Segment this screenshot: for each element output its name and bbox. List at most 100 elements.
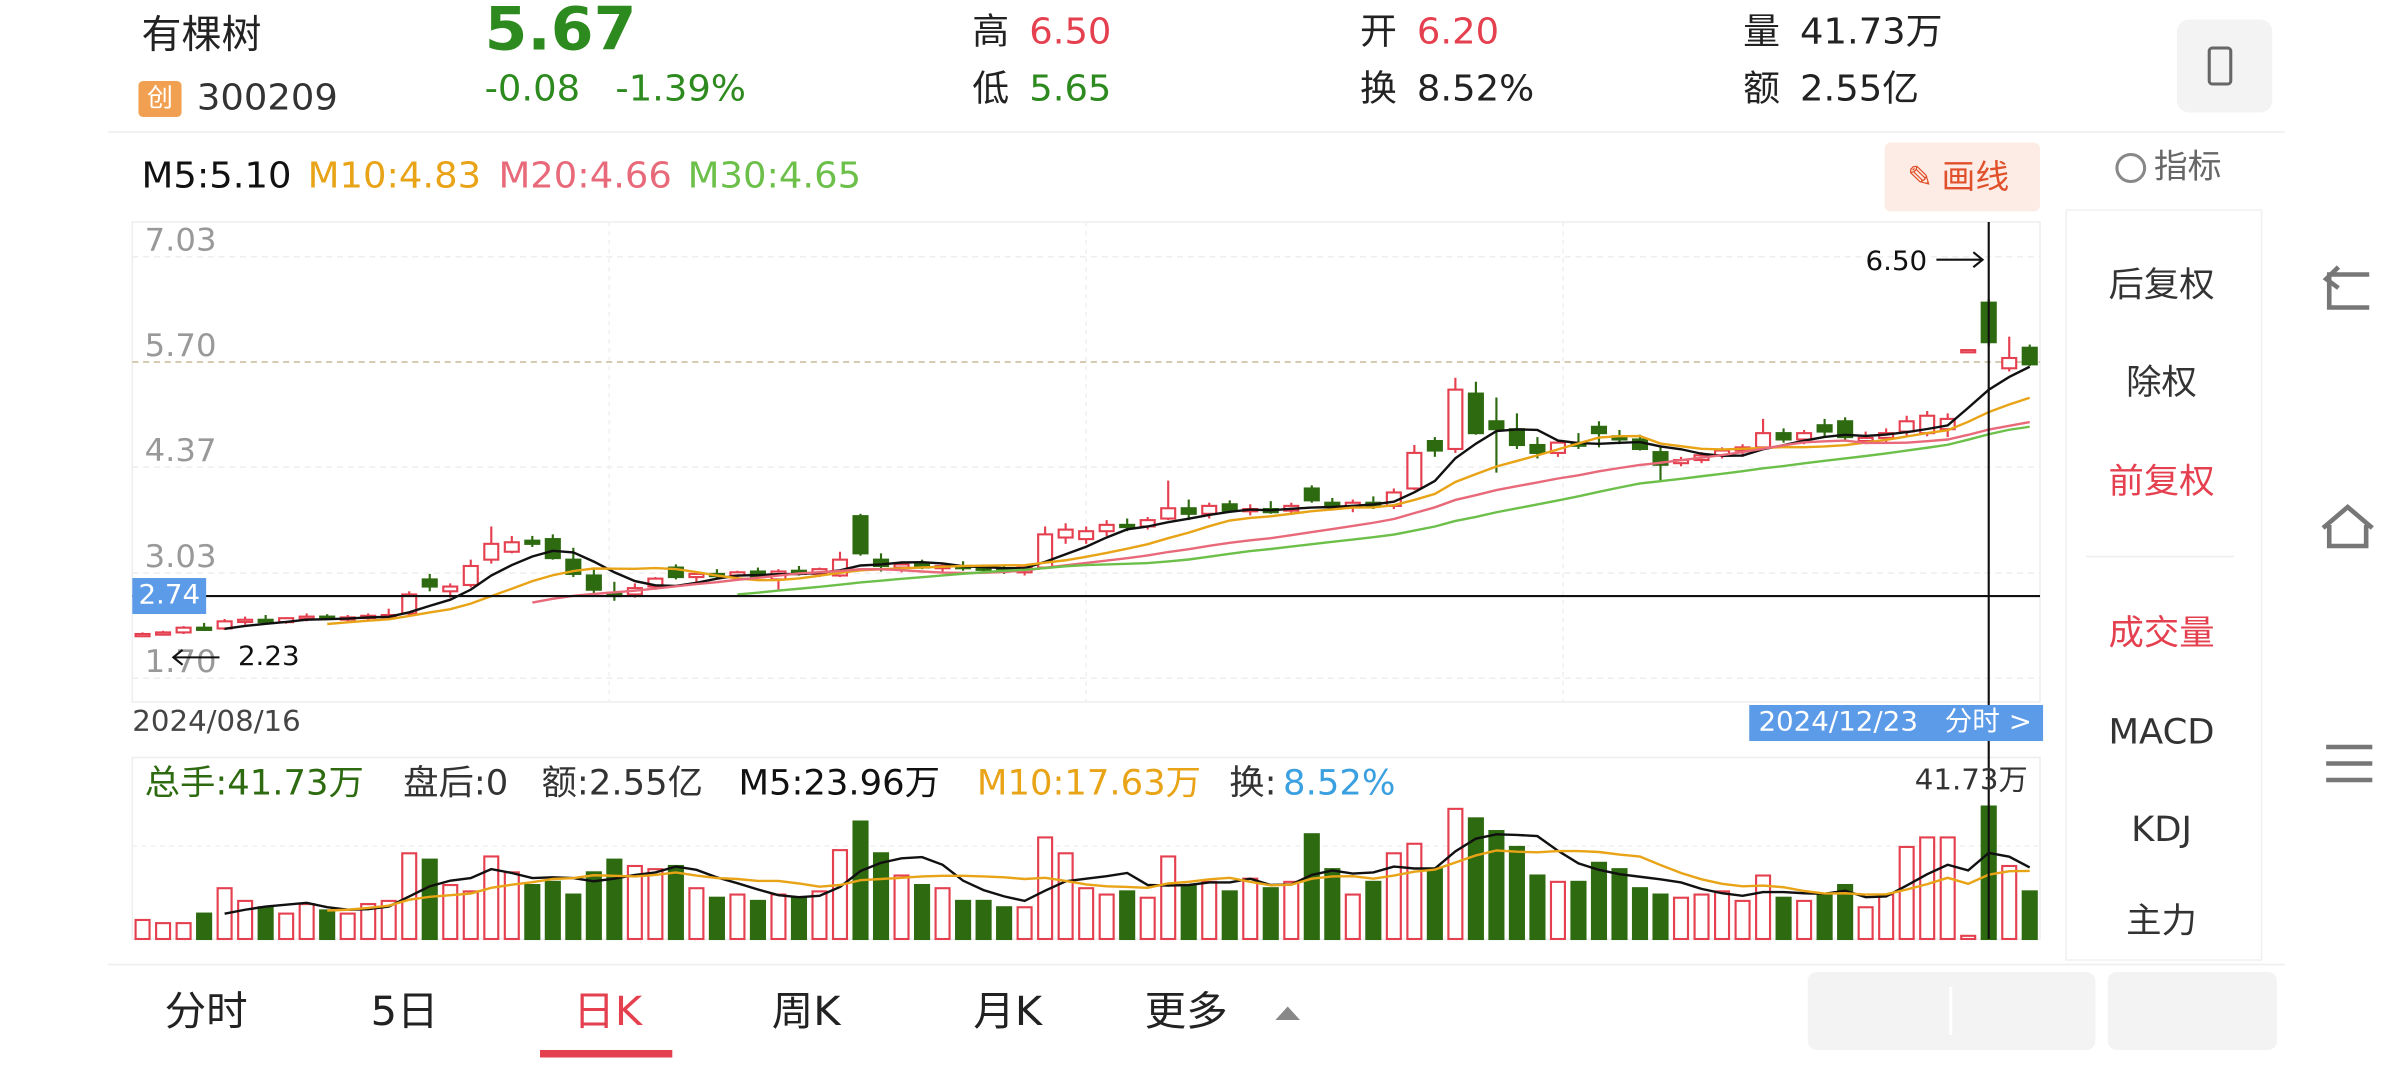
ma-label: M20:4.66 (498, 154, 671, 196)
sidebar-item[interactable]: 主力 (2126, 902, 2197, 941)
sidebar-item[interactable]: KDJ (2131, 810, 2192, 849)
volume-label: 盘后:0 (403, 764, 508, 803)
candle-body (688, 572, 705, 579)
sidebar-item[interactable]: 除权 (2126, 363, 2197, 402)
volume-bar (893, 874, 910, 941)
volume-bar (196, 912, 213, 941)
candle-body (1508, 428, 1525, 447)
candle-body (1467, 392, 1484, 435)
volume-bar (667, 864, 684, 941)
volume-bar (1960, 934, 1977, 941)
candle-body (2001, 356, 2018, 370)
remove-box (2107, 972, 2277, 1050)
tab[interactable]: 分时 (165, 987, 248, 1034)
tab[interactable]: 5日 (371, 987, 439, 1034)
volume-bar (298, 903, 315, 941)
volume-bar (1672, 896, 1690, 941)
menu-icon[interactable] (2326, 744, 2373, 783)
back-icon[interactable] (2322, 265, 2370, 310)
candle-body (462, 564, 479, 587)
tab[interactable]: 月K (973, 987, 1043, 1034)
tab[interactable]: 更多 (1145, 987, 1228, 1034)
volume-bar (1221, 890, 1238, 941)
crosshair-price: 2.74 (138, 580, 200, 611)
candle-body (1816, 424, 1833, 433)
volume-bar (1529, 874, 1546, 941)
volume-bar (237, 899, 254, 941)
min-label: 2.23 (238, 641, 300, 672)
volume-bar (1078, 887, 1095, 941)
volume-bar (442, 883, 459, 941)
volume-bar (339, 912, 356, 941)
max-arrow-head (1972, 251, 1985, 269)
candle-body (1590, 425, 1608, 435)
volume-bar (380, 899, 397, 941)
plot: 7.03 5.70 4.37 3.03 1.70 6.50 2.23 2.74 2024/12/… (132, 221, 2044, 941)
stat-value: 2.55亿 (1800, 67, 1919, 109)
sidebar-item[interactable]: 成交量 (2108, 614, 2214, 653)
volume-label: 总手:41.73万 (145, 764, 364, 803)
volume-bar (1898, 845, 1915, 941)
y-tick-label: 7.03 (145, 221, 217, 259)
stat-label: 高 (972, 10, 1009, 52)
candle-body (1426, 439, 1443, 452)
stat-label: 换 (1360, 67, 1397, 109)
candle-body (585, 574, 602, 591)
candle-body (1406, 451, 1423, 490)
ma-label: M10:4.83 (308, 154, 481, 196)
volume-bar (503, 871, 520, 941)
candle-body (524, 539, 541, 545)
volume-bar (913, 883, 931, 941)
volume-bar (421, 858, 438, 941)
volume-bar (585, 871, 602, 941)
home-icon[interactable] (2321, 504, 2374, 549)
ma-labels: M5:5.10 M10:4.83 M20:4.66 M30:4.65 (142, 154, 862, 196)
volume-bar (1714, 890, 1731, 941)
stat-value: 5.65 (1029, 67, 1111, 109)
tab[interactable]: 周K (772, 987, 842, 1034)
volume-label: 额:2.55亿 (542, 764, 703, 803)
volume-bar (955, 899, 972, 941)
volume-bar (1570, 880, 1587, 941)
stock-name: 有棵树 (142, 12, 262, 57)
volume-bar (626, 864, 643, 941)
y-tick-label: 4.37 (145, 431, 217, 469)
candle-body (442, 585, 459, 593)
candle-body (155, 631, 172, 636)
candle-body (1201, 504, 1218, 515)
phone-button[interactable] (2176, 19, 2273, 113)
sidebar-item[interactable]: MACD (2109, 713, 2215, 752)
candle-body (1796, 432, 1813, 441)
candle-body (421, 578, 438, 588)
sidebar (2065, 209, 2263, 961)
volume-bar (544, 880, 561, 941)
sidebar-item[interactable]: 后复权 (2108, 266, 2214, 305)
tab[interactable]: 日K (573, 987, 643, 1034)
gauge-icon (2115, 153, 2147, 183)
candle-body (257, 618, 274, 624)
ma-line (327, 396, 2031, 626)
crosshair-link[interactable]: 分时 > (1945, 707, 2032, 738)
volume-bar (647, 868, 664, 941)
volume-ma-line (327, 849, 2030, 912)
stat-value: 41.73万 (1800, 10, 1943, 52)
candle-body (1529, 443, 1546, 454)
volume-bar (1180, 883, 1197, 941)
volume-bar (1447, 807, 1464, 941)
volume-bar (1201, 880, 1218, 941)
volume-bar (524, 883, 541, 941)
draw-button[interactable] (1884, 142, 2040, 212)
volume-bar (1734, 899, 1751, 941)
stat-label: 低 (972, 67, 1009, 109)
y-tick-label: 3.03 (145, 537, 217, 575)
volume-bar (1837, 883, 1854, 941)
candle-body (852, 515, 869, 555)
y-tick-label: 5.70 (145, 326, 217, 364)
indicator-label[interactable]: 指标 (2154, 147, 2222, 186)
crosshair-price-box (132, 578, 207, 615)
sidebar-item[interactable]: 前复权 (2108, 462, 2214, 501)
candle-body (2021, 346, 2038, 366)
